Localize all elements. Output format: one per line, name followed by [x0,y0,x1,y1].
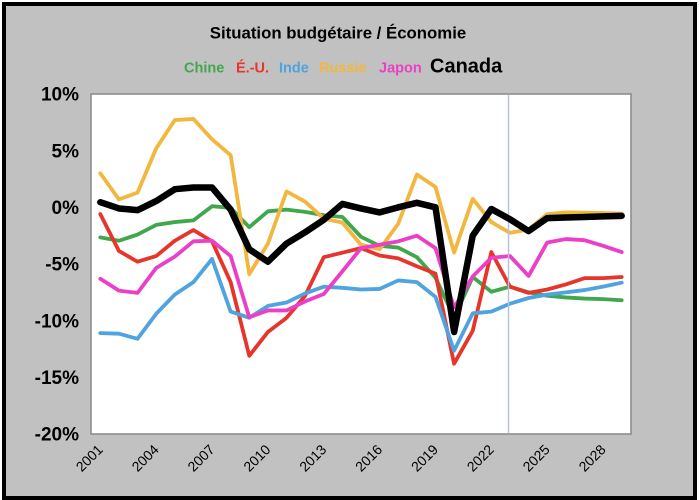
svg-text:2016: 2016 [352,441,385,474]
svg-text:2013: 2013 [296,441,329,474]
svg-text:Situation budgétaire / Économi: Situation budgétaire / Économie [210,24,466,43]
svg-text:-20%: -20% [35,425,79,446]
svg-text:-10%: -10% [35,311,79,332]
svg-text:2010: 2010 [240,441,273,474]
svg-text:5%: 5% [52,141,80,162]
svg-text:Japon: Japon [379,61,422,77]
svg-text:2022: 2022 [464,441,497,474]
svg-text:Canada: Canada [430,56,503,78]
svg-text:2001: 2001 [73,441,106,474]
svg-text:0%: 0% [52,198,80,219]
svg-text:10%: 10% [41,85,79,106]
svg-text:É.-U.: É.-U. [236,60,269,77]
svg-text:-15%: -15% [35,368,79,389]
svg-text:2007: 2007 [184,441,217,474]
svg-text:2019: 2019 [408,441,441,474]
svg-text:Chine: Chine [184,61,224,77]
svg-text:2025: 2025 [519,441,552,474]
svg-text:Inde: Inde [279,61,309,77]
svg-text:-5%: -5% [45,255,79,276]
svg-text:2028: 2028 [575,441,608,474]
svg-text:Russie: Russie [319,61,367,77]
svg-text:2004: 2004 [128,441,161,474]
